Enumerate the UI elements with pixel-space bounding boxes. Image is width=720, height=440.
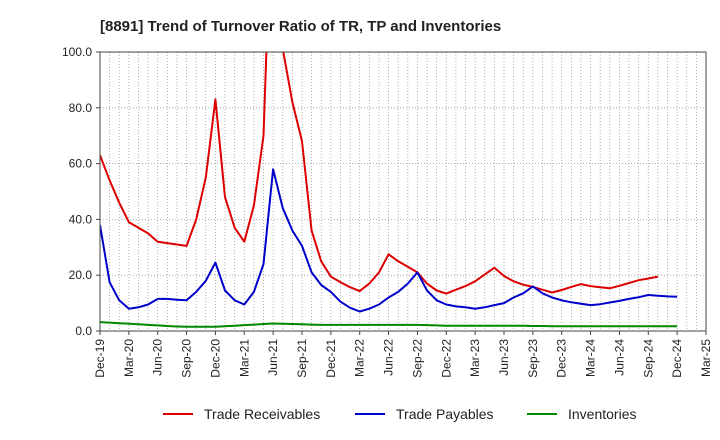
y-tick-label: 0.0 (75, 324, 92, 338)
y-tick-label: 60.0 (69, 157, 93, 171)
x-tick-label: Jun-24 (612, 339, 626, 376)
x-tick-label: Dec-21 (324, 339, 338, 378)
series-line-trade-payables (100, 168, 678, 313)
y-tick-label: 80.0 (69, 101, 93, 115)
x-tick-label: Sep-24 (641, 339, 655, 378)
x-tick-label: Jun-23 (497, 339, 511, 376)
legend: Trade Receivables Trade Payables Inventori… (163, 406, 636, 422)
y-tick-label: 20.0 (69, 268, 93, 282)
y-tick-label: 40.0 (69, 212, 93, 226)
x-tick-label: Jun-22 (382, 339, 396, 376)
legend-label: Trade Payables (396, 406, 494, 422)
x-tick-label: Dec-19 (93, 339, 107, 378)
x-tick-label: Mar-24 (584, 339, 598, 377)
series-layer (100, 52, 678, 328)
x-tick-label: Mar-21 (237, 339, 251, 377)
x-tick-label: Mar-25 (699, 339, 713, 377)
grid (99, 51, 707, 332)
x-tick-label: Sep-23 (526, 339, 540, 378)
x-tick-label: Sep-22 (410, 339, 424, 378)
x-tick-label: Mar-22 (353, 339, 367, 377)
series-line-trade-receivables (100, 52, 659, 295)
series-line-inventories (100, 321, 678, 328)
x-tick-label: Dec-22 (439, 339, 453, 378)
x-tick-label: Mar-20 (122, 339, 136, 377)
x-tick-label: Sep-20 (180, 339, 194, 378)
x-tick-label: Jun-20 (151, 339, 165, 376)
y-tick-label: 100.0 (62, 45, 92, 59)
x-tick-label: Jun-21 (266, 339, 280, 376)
x-tick-label: Dec-24 (670, 339, 684, 378)
legend-label: Inventories (568, 406, 636, 422)
chart-title: [8891] Trend of Turnover Ratio of TR, TP… (100, 18, 501, 35)
x-tick-label: Dec-23 (555, 339, 569, 378)
x-tick-label: Dec-20 (208, 339, 222, 378)
x-tick-label: Sep-21 (295, 339, 309, 378)
legend-label: Trade Receivables (204, 406, 320, 422)
axes: 0.0 20.0 40.0 60.0 80.0 100.0 Dec-19 Mar-20 Jun-… (62, 45, 713, 378)
plot-frame (99, 51, 707, 332)
x-tick-label: Mar-23 (468, 339, 482, 377)
